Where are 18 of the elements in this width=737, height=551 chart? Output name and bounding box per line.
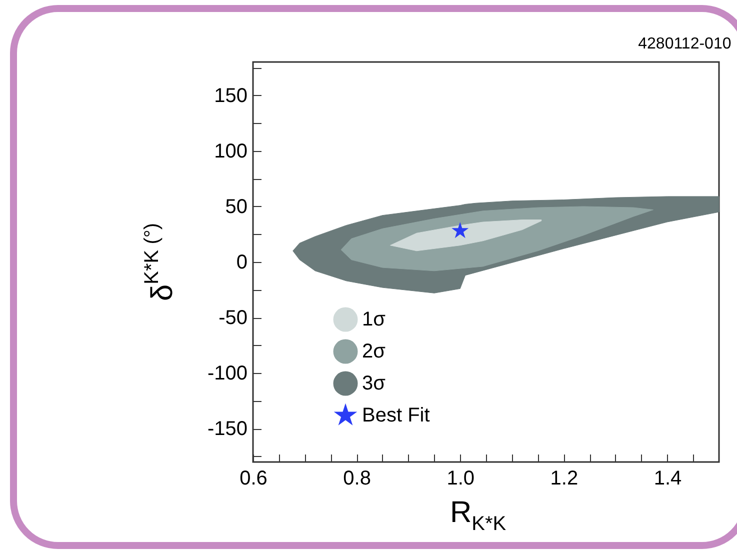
y-tick-label: 150 <box>214 84 248 107</box>
legend-label: 1σ <box>362 308 386 330</box>
legend-label: Best Fit <box>362 404 430 426</box>
x-tick-label: 1.4 <box>654 468 682 490</box>
y-tick-label: 100 <box>214 140 248 162</box>
legend-label: 3σ <box>362 372 386 394</box>
x-tick-label: 1.0 <box>446 468 475 490</box>
y-tick-label: 50 <box>225 196 248 218</box>
y-tick-label: -100 <box>207 362 248 385</box>
x-tick-label: 0.8 <box>343 468 371 490</box>
x-tick-label: 0.6 <box>240 468 268 490</box>
x-axis-title: R$_{K*K}$ <box>450 496 506 535</box>
text: 4280112-010 <box>638 36 732 53</box>
y-tick-label: -150 <box>207 418 248 440</box>
x-tick-label: 1.2 <box>550 468 578 490</box>
y-tick-label: -50 <box>218 307 248 330</box>
y-tick-label: 0 <box>236 252 248 274</box>
legend-label: 2σ <box>362 340 386 362</box>
